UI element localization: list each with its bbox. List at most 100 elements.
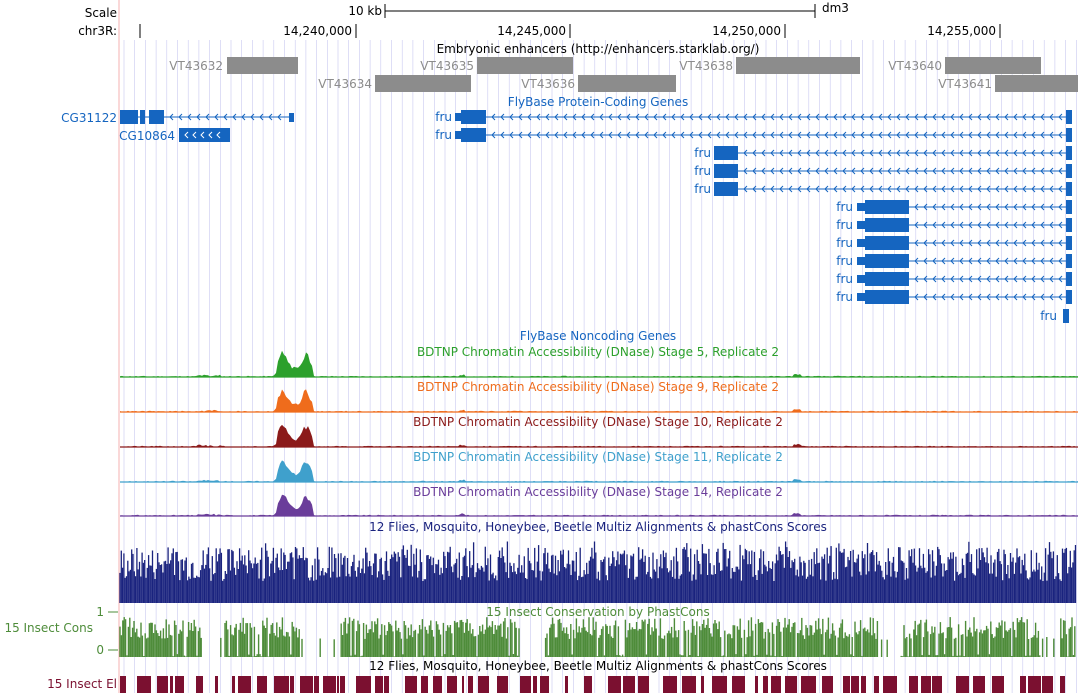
strand-arrow [797,113,802,121]
strand-arrow [536,113,541,121]
strand-arrow [995,185,1000,193]
strand-arrow [1058,293,1063,301]
enhancer-feature[interactable] [477,57,573,74]
strand-arrow [734,113,739,121]
enhancer-label[interactable]: VT43632 [169,59,223,73]
enhancer-label[interactable]: VT43634 [318,77,372,91]
gene-label[interactable]: fru [694,164,711,178]
strand-arrow [491,131,496,139]
enhancer-track: Embryonic enhancers (http://enhancers.st… [169,42,1078,92]
position-tick-label: 14,250,000 [712,24,781,38]
gene-label[interactable]: fru [435,110,452,124]
strand-arrow [824,113,829,121]
gene-label[interactable]: fru [1040,309,1057,323]
enhancer-feature[interactable] [995,75,1078,92]
element-block [584,676,592,693]
strand-arrow [932,131,937,139]
gene-label[interactable]: fru [836,200,853,214]
strand-arrow [1040,185,1045,193]
element-block [565,676,568,693]
gene-exon [865,254,909,268]
gene-exon [455,113,461,121]
enhancer-label[interactable]: VT43635 [420,59,474,73]
gene-exon [455,131,461,139]
strand-arrow [959,293,964,301]
strand-arrow [923,167,928,175]
strand-arrow [788,131,793,139]
enhancer-label[interactable]: VT43641 [938,77,992,91]
enhancer-feature[interactable] [578,75,676,92]
strand-arrow [770,149,775,157]
element-block [763,676,768,693]
strand-arrow [554,113,559,121]
strand-arrow [1022,203,1027,211]
enhancer-feature[interactable] [945,57,1041,74]
strand-arrow [995,131,1000,139]
strand-arrow [959,131,964,139]
gene-label[interactable]: fru [694,146,711,160]
gene-label[interactable]: CG10864 [119,129,175,143]
strand-arrow [950,185,955,193]
strand-arrow [842,113,847,121]
gene-label[interactable]: CG31122 [61,111,117,125]
gene-exon [1066,200,1072,214]
strand-arrow [716,113,721,121]
multiz-wiggle [119,541,1077,603]
insect-el-label[interactable]: 15 Insect El [47,677,117,691]
strand-arrow [959,275,964,283]
element-block [337,676,339,693]
strand-arrow [797,131,802,139]
strand-arrow [1049,113,1054,121]
enhancer-feature[interactable] [227,57,298,74]
strand-arrow [977,131,982,139]
enhancer-feature[interactable] [375,75,471,92]
strand-arrow [1031,113,1036,121]
strand-arrow [1013,257,1018,265]
element-block [921,676,931,693]
element-block [120,676,126,693]
gene-label[interactable]: fru [836,272,853,286]
gene-label[interactable]: fru [836,290,853,304]
gene-exon [1066,254,1072,268]
strand-arrow [1049,131,1054,139]
gene-exon [857,293,865,301]
strand-arrow [896,167,901,175]
strand-arrow [977,221,982,229]
strand-arrow [815,131,820,139]
enhancer-feature[interactable] [736,57,860,74]
enhancer-label[interactable]: VT43636 [521,77,575,91]
gene-label[interactable]: fru [435,128,452,142]
strand-arrow [1022,239,1027,247]
enhancer-label[interactable]: VT43640 [888,59,942,73]
gene-label[interactable]: fru [694,182,711,196]
strand-arrow [941,239,946,247]
gene-label[interactable]: fru [836,236,853,250]
strand-arrow [995,113,1000,121]
gene-exon [857,221,865,229]
gene-label[interactable]: fru [836,218,853,232]
strand-arrow [887,149,892,157]
strand-arrow [1004,167,1009,175]
insect-cons-label[interactable]: 15 Insect Cons [4,621,93,635]
strand-arrow [1040,113,1045,121]
element-block [874,676,879,693]
gene-label[interactable]: fru [836,254,853,268]
strand-arrow [995,167,1000,175]
strand-arrow [599,113,604,121]
strand-arrow [653,113,658,121]
gene-exon [461,110,486,124]
enhancer-label[interactable]: VT43638 [679,59,733,73]
strand-arrow [1040,239,1045,247]
element-block [433,676,442,693]
strand-arrow [923,275,928,283]
strand-arrow [914,149,919,157]
strand-arrow [205,113,210,121]
strand-arrow [617,131,622,139]
strand-arrow [896,149,901,157]
strand-arrow [1058,113,1063,121]
strand-arrow [995,275,1000,283]
strand-arrow [644,131,649,139]
strand-arrow [743,131,748,139]
